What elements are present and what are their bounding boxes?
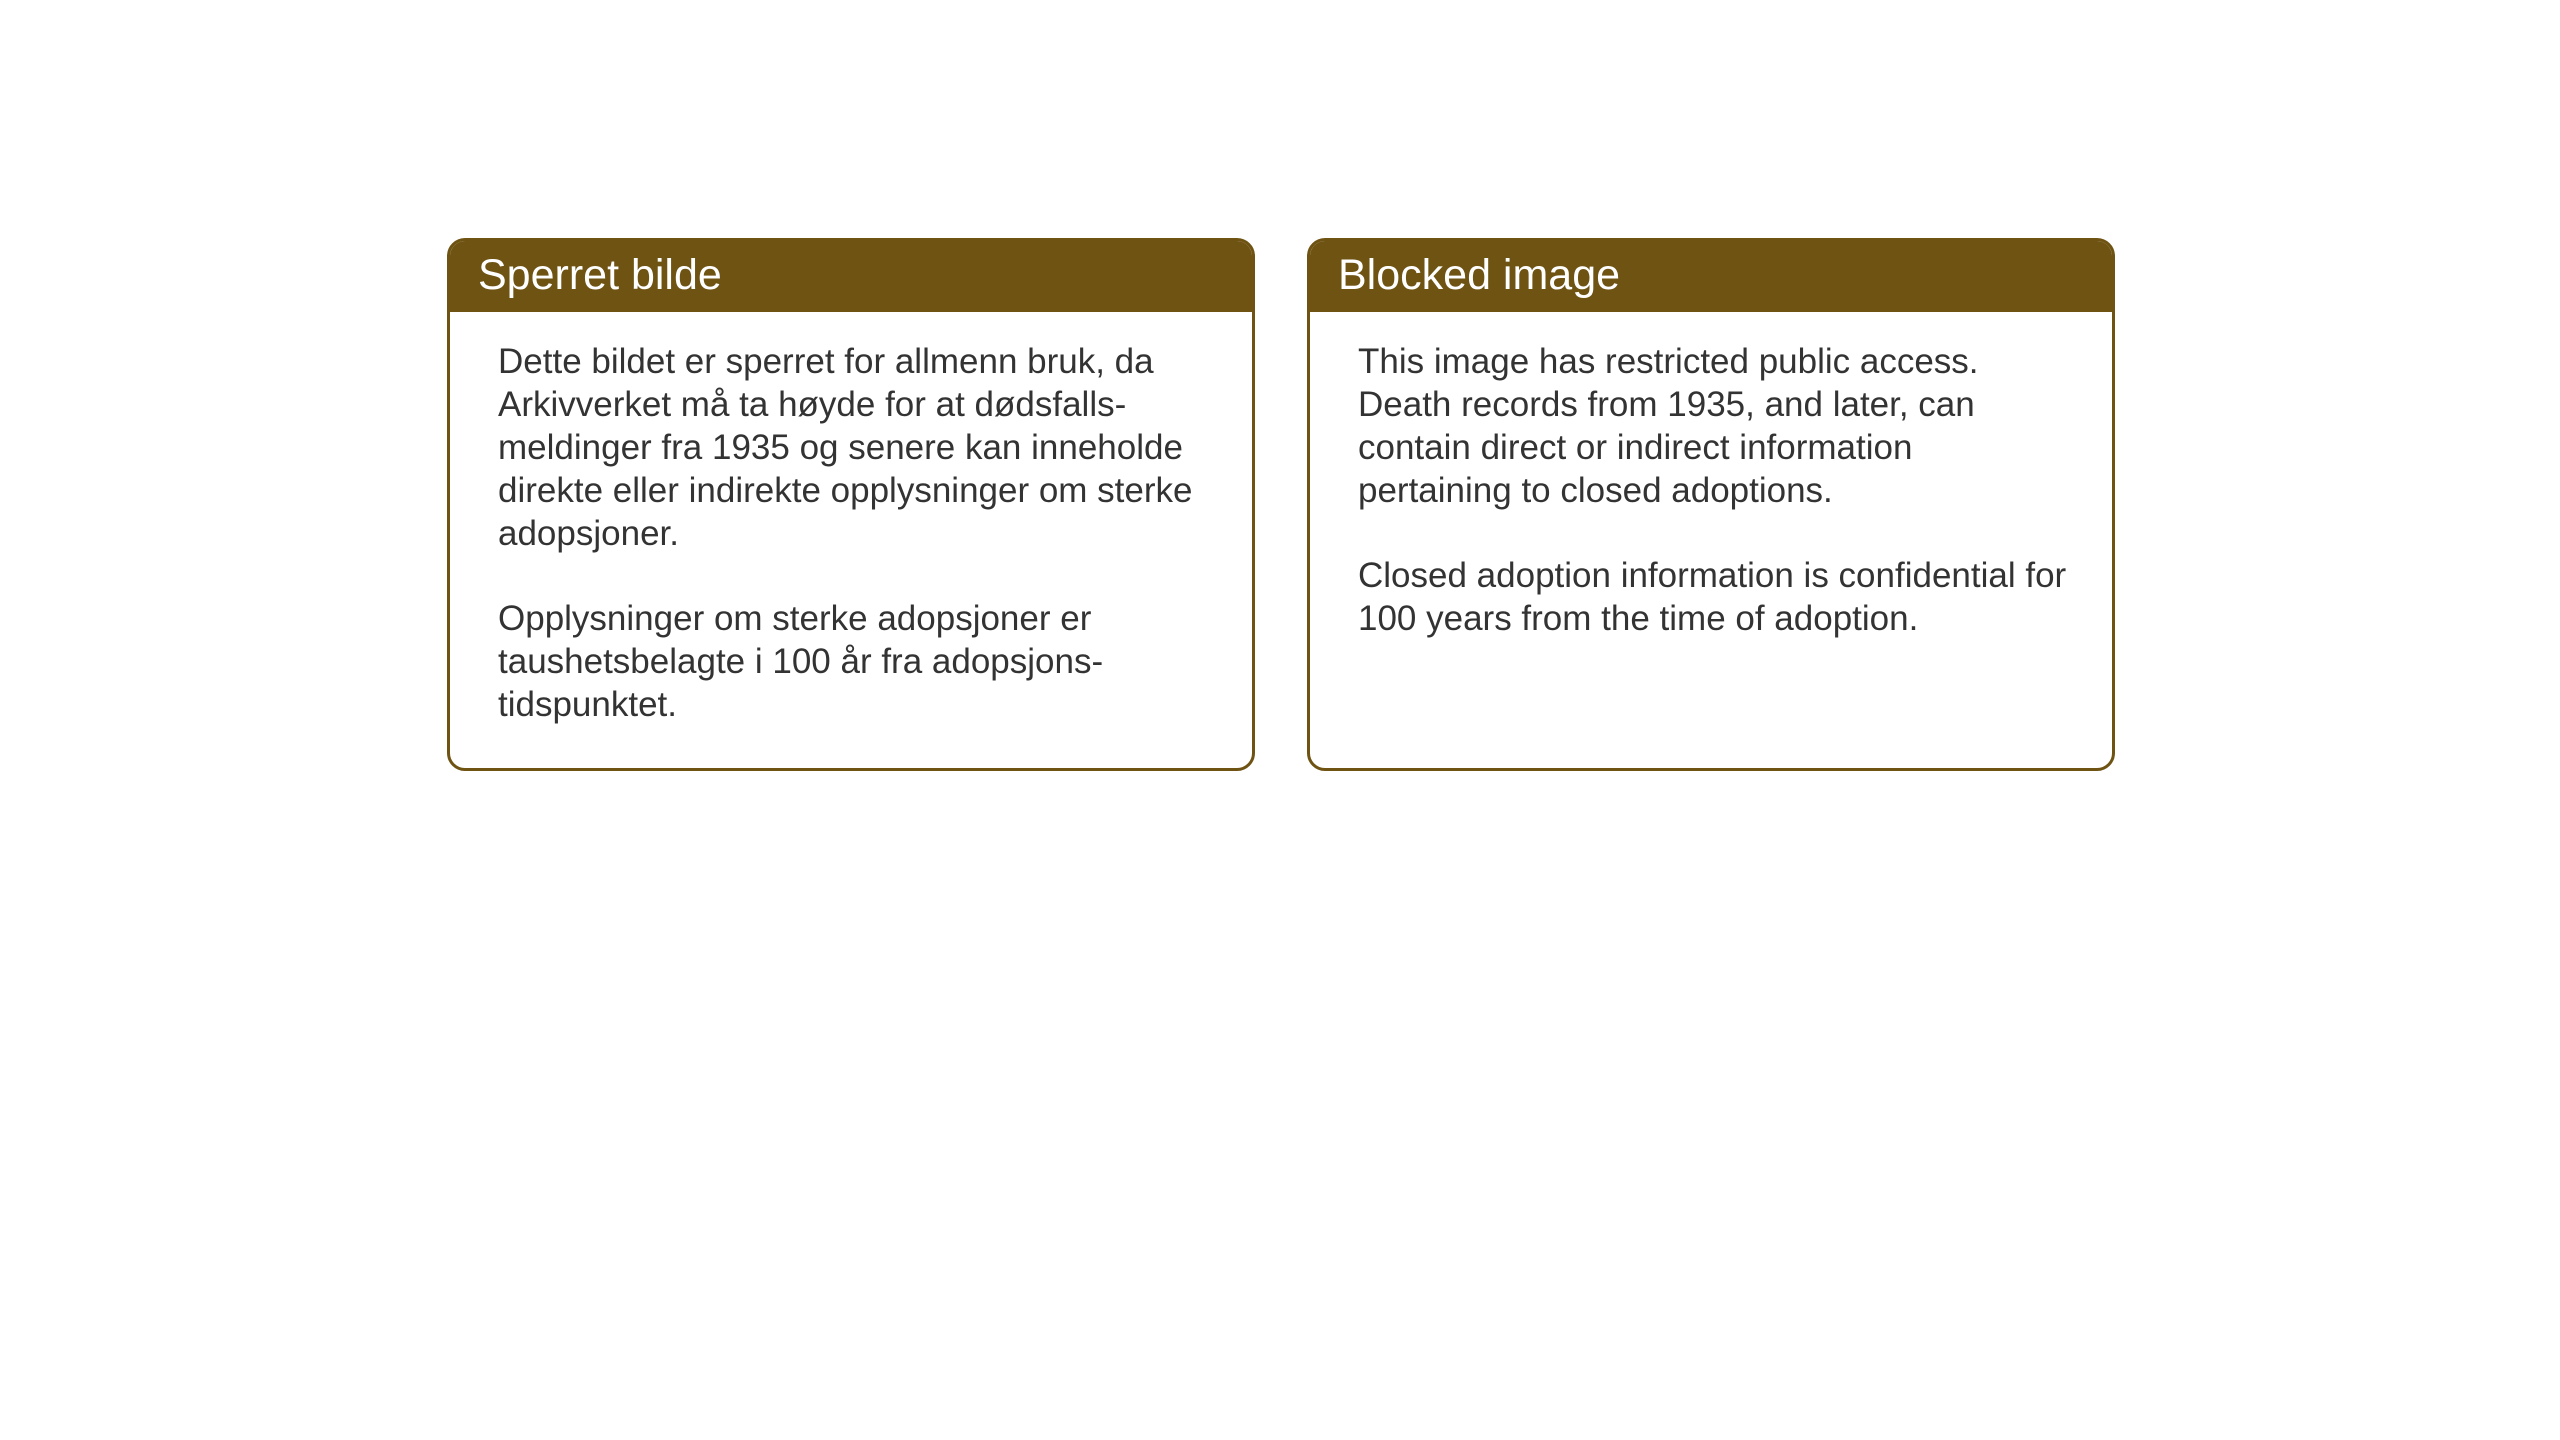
english-card-title: Blocked image <box>1310 241 2112 312</box>
norwegian-notice-card: Sperret bilde Dette bildet er sperret fo… <box>447 238 1255 771</box>
english-paragraph-2: Closed adoption information is confident… <box>1358 554 2070 640</box>
norwegian-card-body: Dette bildet er sperret for allmenn bruk… <box>450 312 1252 768</box>
english-card-body: This image has restricted public access.… <box>1310 312 2112 682</box>
notice-cards-container: Sperret bilde Dette bildet er sperret fo… <box>447 238 2115 771</box>
english-paragraph-1: This image has restricted public access.… <box>1358 340 2070 512</box>
norwegian-card-title: Sperret bilde <box>450 241 1252 312</box>
norwegian-paragraph-2: Opplysninger om sterke adopsjoner er tau… <box>498 597 1210 726</box>
english-notice-card: Blocked image This image has restricted … <box>1307 238 2115 771</box>
norwegian-paragraph-1: Dette bildet er sperret for allmenn bruk… <box>498 340 1210 555</box>
